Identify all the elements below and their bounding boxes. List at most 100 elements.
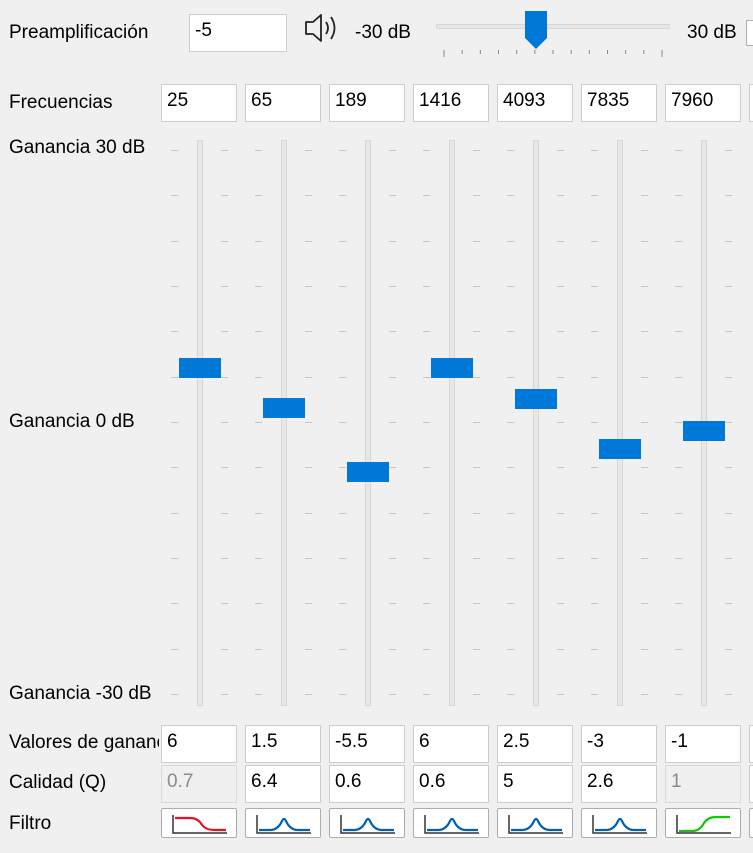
gain-slider-track[interactable] [281,140,287,706]
frequency-input[interactable]: 7960 [665,84,741,122]
gain-gridline-tick [675,694,682,695]
gain-slider-track[interactable] [449,140,455,706]
gain-gridline-tick [389,422,396,423]
gain-gridline-tick [339,694,346,695]
gain-gridline-tick [557,422,564,423]
filter-button-peak[interactable] [413,808,489,838]
gain-input[interactable]: 6 [161,725,237,763]
quality-input[interactable]: 1 [665,765,741,803]
peak-filter-icon [256,815,311,834]
speaker-icon[interactable] [303,10,343,46]
gain-bottom-label: Ganancia -30 dB [9,683,152,704]
gain-gridline-tick [557,195,564,196]
gain-gridline-tick [725,377,732,378]
gain-input[interactable]: -1 [665,725,741,763]
scroll-clipped-input[interactable] [749,84,753,122]
quality-input[interactable]: 0.6 [329,765,405,803]
gain-slider-track[interactable] [617,140,623,706]
filter-button-peak[interactable] [329,808,405,838]
gain-slider-thumb[interactable] [431,358,473,378]
gain-gridline-tick [557,286,564,287]
gain-slider-thumb[interactable] [347,462,389,482]
gain-gridline-tick [389,286,396,287]
frequency-input[interactable]: 65 [245,84,321,122]
scroll-clipped-input[interactable] [749,765,753,803]
preamp-input[interactable]: -5 [189,14,287,52]
frequency-input[interactable]: 25 [161,84,237,122]
filter-button-highshelf[interactable] [665,808,741,838]
gain-input[interactable]: -5.5 [329,725,405,763]
gain-gridline-tick [389,150,396,151]
gain-gridline-tick [339,558,346,559]
gain-gridline-tick [507,331,514,332]
preamp-max-input-edge[interactable] [746,20,753,46]
gain-input[interactable]: 2.5 [497,725,573,763]
gain-slider-thumb[interactable] [179,358,221,378]
gain-gridline-tick [305,241,312,242]
gain-gridline-tick [171,422,178,423]
gain-gridline-tick [725,603,732,604]
filter-button-lowpass[interactable] [161,808,237,838]
frequency-input[interactable]: 4093 [497,84,573,122]
gain-gridline-tick [389,649,396,650]
gain-gridline-tick [389,241,396,242]
gain-input[interactable]: 1.5 [245,725,321,763]
gain-gridline-tick [255,422,262,423]
gain-gridline-tick [725,467,732,468]
gain-gridline-tick [675,150,682,151]
gain-gridline-tick [339,377,346,378]
gain-slider-thumb[interactable] [515,389,557,409]
quality-input[interactable]: 2.6 [581,765,657,803]
gain-gridline-tick [305,377,312,378]
gain-gridline-tick [221,649,228,650]
scroll-clipped-input[interactable] [749,725,753,763]
filter-button-peak[interactable] [497,808,573,838]
gain-slider-track[interactable] [197,140,203,706]
gain-gridline-tick [473,195,480,196]
gain-gridline-tick [557,467,564,468]
gain-gridline-tick [507,422,514,423]
frequency-input[interactable]: 1416 [413,84,489,122]
filter-label: Filtro [9,813,52,834]
gain-gridline-tick [255,558,262,559]
gain-gridline-tick [255,195,262,196]
frequency-input[interactable]: 7835 [581,84,657,122]
gain-gridline-tick [171,286,178,287]
gain-slider-thumb[interactable] [599,439,641,459]
gain-gridline-tick [171,467,178,468]
gain-gridline-tick [305,513,312,514]
gain-input[interactable]: 6 [413,725,489,763]
gain-gridline-tick [423,286,430,287]
gain-slider-track[interactable] [365,140,371,706]
gain-gridline-tick [507,603,514,604]
preamp-slider-thumb[interactable] [525,11,548,49]
gain-gridline-tick [305,558,312,559]
peak-filter-icon [340,815,395,834]
gain-slider-thumb[interactable] [263,398,305,418]
gain-input[interactable]: -3 [581,725,657,763]
gain-gridline-tick [591,241,598,242]
quality-input[interactable]: 5 [497,765,573,803]
quality-input[interactable]: 6.4 [245,765,321,803]
gain-gridline-tick [641,331,648,332]
gain-gridline-tick [591,286,598,287]
filter-button-peak[interactable] [245,808,321,838]
gain-gridline-tick [675,513,682,514]
gain-gridline-tick [255,467,262,468]
gain-slider-track[interactable] [533,140,539,706]
filter-button-peak[interactable] [581,808,657,838]
gain-gridline-tick [725,286,732,287]
preamp-slider-track[interactable] [436,24,670,29]
quality-input[interactable]: 0.6 [413,765,489,803]
lowpass-filter-icon [172,815,227,834]
gain-values-label: Valores de ganancia [9,732,159,753]
gain-gridline-tick [255,286,262,287]
gain-slider-thumb[interactable] [683,421,725,441]
quality-input[interactable]: 0.7 [161,765,237,803]
gain-gridline-tick [423,422,430,423]
scroll-clipped-filter-button[interactable] [749,808,753,838]
gain-gridline-tick [423,377,430,378]
gain-gridline-tick [557,377,564,378]
frequency-input[interactable]: 189 [329,84,405,122]
gain-gridline-tick [473,603,480,604]
